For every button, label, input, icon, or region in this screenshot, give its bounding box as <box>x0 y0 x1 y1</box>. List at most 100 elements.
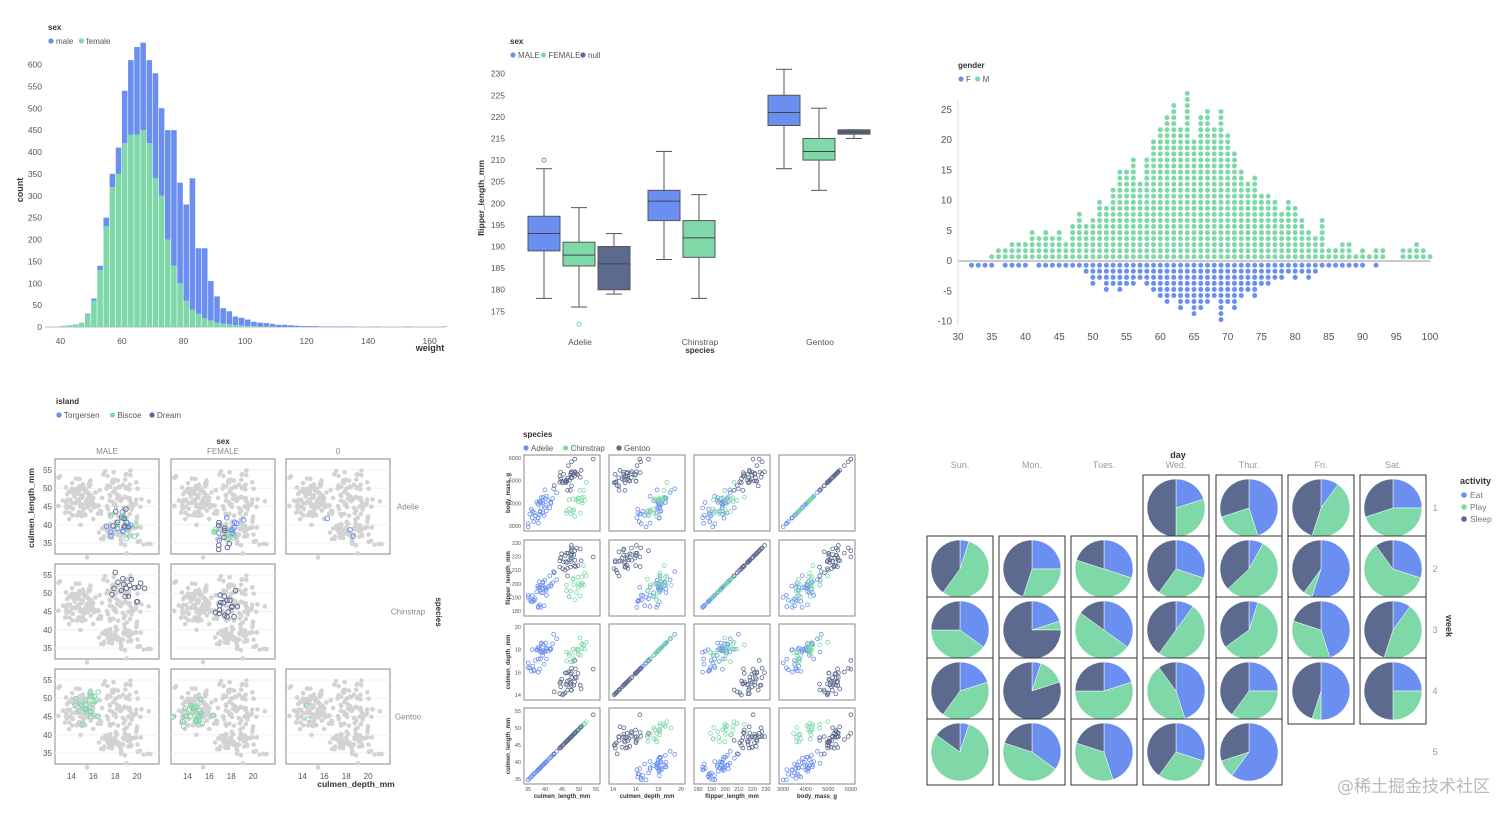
box-chinstrap-female <box>682 194 716 299</box>
facet-bg-point <box>245 612 250 617</box>
facet-bg-point <box>359 742 365 748</box>
dots-point-m <box>1252 248 1258 254</box>
dots-x-tick: 100 <box>1422 332 1439 343</box>
dots-point-f <box>1204 262 1210 268</box>
facet-bg-point <box>179 485 185 490</box>
dots-point-m <box>1184 254 1190 260</box>
splom-point <box>762 734 767 739</box>
hist-bar-female <box>121 143 128 327</box>
dots-point-m <box>1124 254 1130 260</box>
splom-point <box>827 682 833 688</box>
splom-point <box>573 730 578 735</box>
splom-point <box>719 767 725 773</box>
splom-point <box>564 477 570 483</box>
facet-bg-point <box>111 679 116 685</box>
facet-bg-point <box>186 513 191 518</box>
dots-point-m <box>1245 230 1251 236</box>
splom-point <box>636 519 642 525</box>
hist-y-tick: 150 <box>28 256 42 266</box>
facet-bg-point <box>238 687 244 692</box>
box-y-tick: 180 <box>491 285 505 295</box>
dots-point-m <box>1258 254 1264 260</box>
dots-point-m <box>1225 163 1231 169</box>
dots-point-m <box>1151 236 1157 242</box>
dots-point-m <box>1110 187 1116 193</box>
splom-point <box>572 514 577 519</box>
dots-point-f <box>1198 286 1204 292</box>
facet-bg-point <box>193 476 198 482</box>
splom-point <box>565 573 570 579</box>
splom-point <box>734 483 740 488</box>
dots-point-m <box>1164 217 1170 223</box>
facet-bg-point <box>240 761 246 766</box>
dots-point-m <box>1319 217 1325 223</box>
splom-point <box>647 584 653 590</box>
facet-bg-point <box>298 497 304 503</box>
facet-bg-point <box>366 749 372 755</box>
facet-bg-point <box>349 536 354 542</box>
box-y-tick: 185 <box>491 263 505 273</box>
dots-point-m <box>1151 139 1157 145</box>
dots-point-m <box>1198 121 1204 127</box>
splom-point <box>532 513 538 518</box>
dots-point-m <box>1231 175 1237 181</box>
hist-bar-female <box>97 270 103 327</box>
dots-point-m <box>1198 254 1204 260</box>
dots-point-m <box>1184 133 1190 139</box>
facet-bg-point <box>97 487 103 493</box>
dots-point-m <box>1238 175 1244 181</box>
facet-bg-point <box>122 626 128 631</box>
dots-point-m <box>1184 205 1190 211</box>
dots-point-m <box>1184 230 1190 236</box>
facet-x-tick: 18 <box>342 772 351 781</box>
splom-point <box>569 734 574 739</box>
splom-point <box>708 513 714 518</box>
dots-point-m <box>1265 193 1271 199</box>
dots-point-f <box>1218 262 1224 268</box>
facet-bg-point <box>360 717 365 722</box>
facet-bg-point <box>124 736 130 742</box>
facet-point <box>125 593 132 600</box>
facet-point <box>72 702 78 709</box>
splom-point <box>708 731 713 736</box>
splom-point <box>637 712 643 718</box>
splom-point <box>753 478 759 484</box>
splom-point <box>529 515 535 520</box>
dots-point-m <box>1164 175 1170 181</box>
dots-point-m <box>1090 230 1096 236</box>
facet-bg-point <box>227 679 232 685</box>
facet-bg-point <box>129 612 134 617</box>
facet-bg-point <box>301 513 306 518</box>
splom-point <box>657 773 662 779</box>
splom-point <box>724 646 730 651</box>
facet-bg-point <box>350 742 356 748</box>
splom-point <box>543 496 548 501</box>
dots-point-m <box>1400 254 1406 260</box>
dots-point-m <box>1130 230 1136 236</box>
dots-point-m <box>1178 242 1184 248</box>
splom-point <box>590 712 596 718</box>
facet-bg-point <box>130 503 136 509</box>
facet-bg-point <box>84 765 90 770</box>
dots-point-m <box>1211 193 1217 199</box>
facet-bg-point <box>124 551 130 556</box>
dots-point-m <box>1137 193 1143 199</box>
splom-point <box>780 660 786 666</box>
facet-bg-point <box>214 508 220 514</box>
dots-point-f <box>1076 262 1082 268</box>
splom-y-tick: 3000 <box>509 524 521 530</box>
splom-point <box>531 668 537 674</box>
splom-point <box>643 777 649 783</box>
dots-point-m <box>1258 248 1264 254</box>
facet-bg-point <box>250 622 255 627</box>
splom-point <box>830 687 835 693</box>
facet-bg-point <box>212 740 218 745</box>
facet-bg-point <box>221 588 226 593</box>
dots-point-m <box>1312 254 1318 260</box>
dots-point-f <box>1097 262 1103 268</box>
splom-point <box>740 680 746 686</box>
box-legend-item: MALE <box>518 51 540 60</box>
facet-bg-point <box>360 507 365 512</box>
dots-point-m <box>1252 242 1258 248</box>
dots-point-m <box>1124 242 1130 248</box>
